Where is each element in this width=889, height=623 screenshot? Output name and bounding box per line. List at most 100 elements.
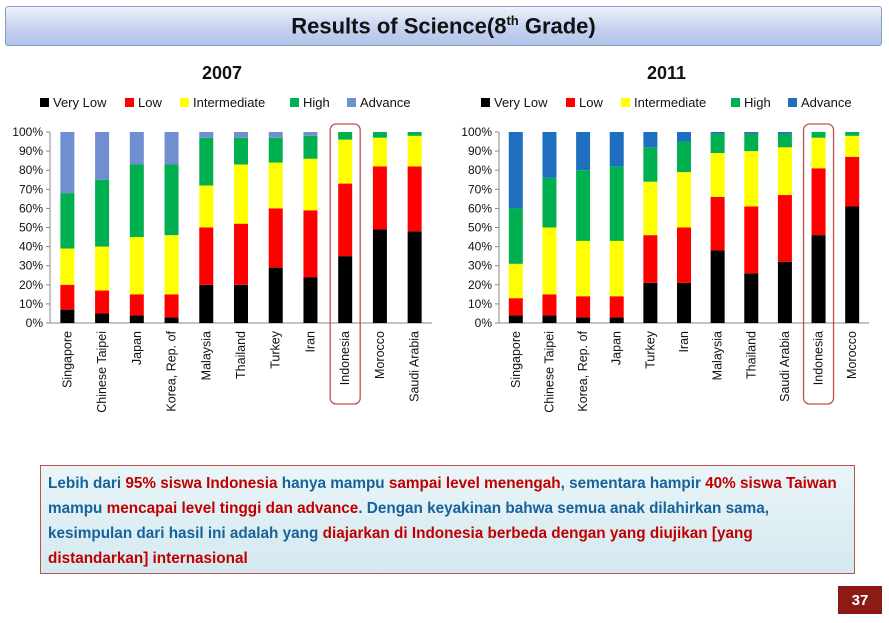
bar-segment [338, 132, 353, 140]
y-tick-label: 60% [19, 201, 43, 215]
legend-label: High [744, 95, 771, 110]
bar-segment [542, 315, 557, 323]
bar-segment [60, 284, 75, 310]
legend-swatch [731, 98, 740, 107]
bar-segment [845, 206, 860, 323]
category-label: Korea, Rep. of [576, 330, 590, 411]
bar-segment [744, 133, 759, 152]
bar-segment [95, 313, 110, 323]
bar-segment [268, 137, 283, 163]
category-label: Indonesia [338, 331, 352, 385]
bar-segment [303, 158, 318, 211]
category-label: Singapore [509, 331, 523, 388]
bar-segment [643, 181, 658, 236]
bar-segment [845, 135, 860, 157]
bar-segment [677, 132, 691, 142]
chart-2011: 2011 Very Low Low Intermediate High Advance 10… [461, 63, 869, 413]
bar-segment [609, 132, 624, 167]
bar-segment [609, 240, 624, 297]
bar-segment [576, 170, 591, 241]
bar-segment [710, 196, 725, 251]
y-tick-label: 70% [19, 182, 43, 196]
category-label: Turkey [643, 330, 657, 368]
y-tick-label: 100% [461, 125, 492, 139]
bar-segment [268, 132, 283, 138]
bar-segment [407, 231, 422, 323]
bar-segment [777, 261, 792, 323]
legend-label: Very Low [53, 95, 107, 110]
bar-segment [129, 132, 144, 165]
bar-segment [372, 132, 387, 138]
y-tick-label: 60% [468, 201, 492, 215]
bar-segment [609, 166, 624, 241]
bar-segment [129, 315, 144, 323]
bar-segment [164, 235, 179, 295]
legend-swatch [347, 98, 356, 107]
bar-segment [372, 166, 387, 230]
bar-segment [643, 147, 658, 182]
bar-segment [199, 185, 214, 228]
category-label: Iran [677, 331, 691, 353]
bar-segment [164, 164, 179, 236]
bar-segment [609, 317, 624, 323]
bar-segment [164, 317, 179, 323]
category-label: Korea, Rep. of [165, 330, 179, 411]
legend-swatch [180, 98, 189, 107]
bar-segment [234, 284, 248, 323]
legend-label: High [303, 95, 330, 110]
bar-segment [845, 132, 860, 136]
bar-segment [60, 309, 75, 323]
y-tick-label: 20% [19, 278, 43, 292]
y-tick-label: 90% [19, 144, 43, 158]
bar-segment [508, 298, 523, 316]
bar-segment [268, 162, 283, 209]
category-label: Japan [610, 331, 624, 365]
y-tick-label: 90% [468, 144, 492, 158]
chart-2007: 2007 Very Low Low Intermediate High Advance 10… [12, 63, 432, 413]
bar-segment [576, 132, 591, 171]
bar-segment [677, 172, 691, 228]
bar-segment [643, 235, 658, 283]
bar-segment [129, 294, 144, 316]
y-tick-label: 40% [19, 240, 43, 254]
category-label: Saudi Arabia [408, 331, 422, 402]
bar-segment [372, 229, 387, 323]
bar-segment [811, 132, 826, 138]
bar-segment [677, 227, 691, 283]
page-number: 37 [838, 586, 882, 614]
chart-title: 2011 [647, 63, 686, 83]
bar-segment [95, 132, 110, 180]
bar-segment [407, 166, 422, 232]
legend-swatch [290, 98, 299, 107]
bar-segment [609, 296, 624, 318]
category-label: Turkey [269, 330, 283, 368]
bar-segment [744, 132, 759, 134]
bar-segment [744, 206, 759, 274]
bar-segment [268, 267, 283, 323]
category-label: Morocco [845, 331, 859, 379]
category-label: Japan [130, 331, 144, 365]
legend-label: Low [138, 95, 162, 110]
y-tick-label: 50% [468, 221, 492, 235]
bar-segment [338, 183, 353, 257]
bar-segment [164, 294, 179, 318]
y-tick-label: 0% [475, 316, 493, 330]
category-label: Chinese Taipei [95, 331, 109, 413]
y-tick-label: 0% [26, 316, 44, 330]
bar-segment [338, 139, 353, 184]
legend-label: Advance [801, 95, 852, 110]
bar-segment [542, 132, 557, 178]
bar-segment [199, 137, 214, 186]
category-label: Indonesia [812, 331, 826, 385]
bar-segment [811, 168, 826, 236]
bar-segment [811, 235, 826, 323]
y-tick-label: 20% [468, 278, 492, 292]
category-label: Iran [303, 331, 317, 353]
category-label: Morocco [373, 331, 387, 379]
legend-label: Intermediate [193, 95, 265, 110]
bar-segment [811, 137, 826, 169]
bar-segment [407, 132, 422, 136]
bar-segment [338, 256, 353, 323]
slide-title: Results of Science(8th Grade) [5, 6, 882, 46]
bar-segment [303, 132, 318, 136]
